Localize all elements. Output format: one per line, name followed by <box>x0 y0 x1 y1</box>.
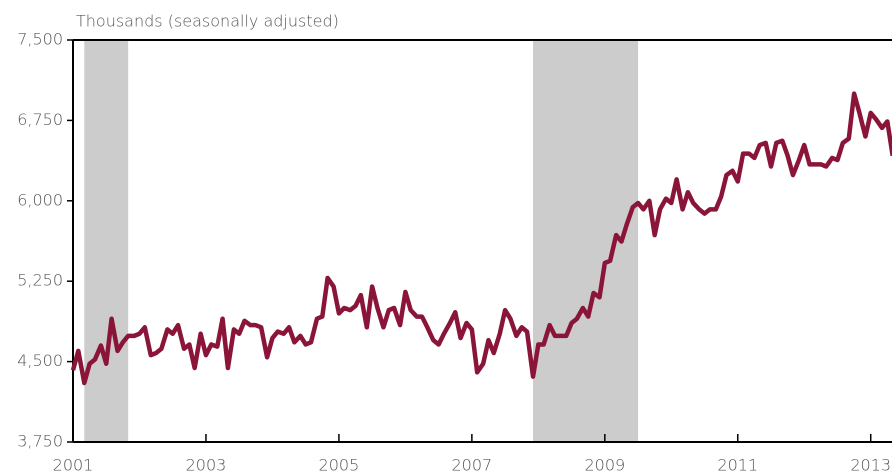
x-tick-label: 2007 <box>452 456 493 475</box>
x-tick-label: 2011 <box>717 456 758 475</box>
x-tick-label: 2003 <box>186 456 227 475</box>
x-tick-label: 2009 <box>584 456 625 475</box>
y-tick-label: 6,000 <box>17 190 63 209</box>
y-tick-label: 4,500 <box>17 351 63 370</box>
data-line <box>70 91 892 386</box>
y-tick-label: 6,750 <box>17 110 63 129</box>
recession-band <box>84 40 129 442</box>
y-tick-label: 7,500 <box>17 30 63 49</box>
y-tick-label: 3,750 <box>17 432 63 451</box>
y-tick-label: 5,250 <box>17 271 63 290</box>
x-tick-label: 2005 <box>319 456 360 475</box>
x-tick-label: 2001 <box>53 456 94 475</box>
x-tick-label: 2013 <box>850 456 891 475</box>
axis-label: Thousands (seasonally adjusted) <box>76 12 339 31</box>
